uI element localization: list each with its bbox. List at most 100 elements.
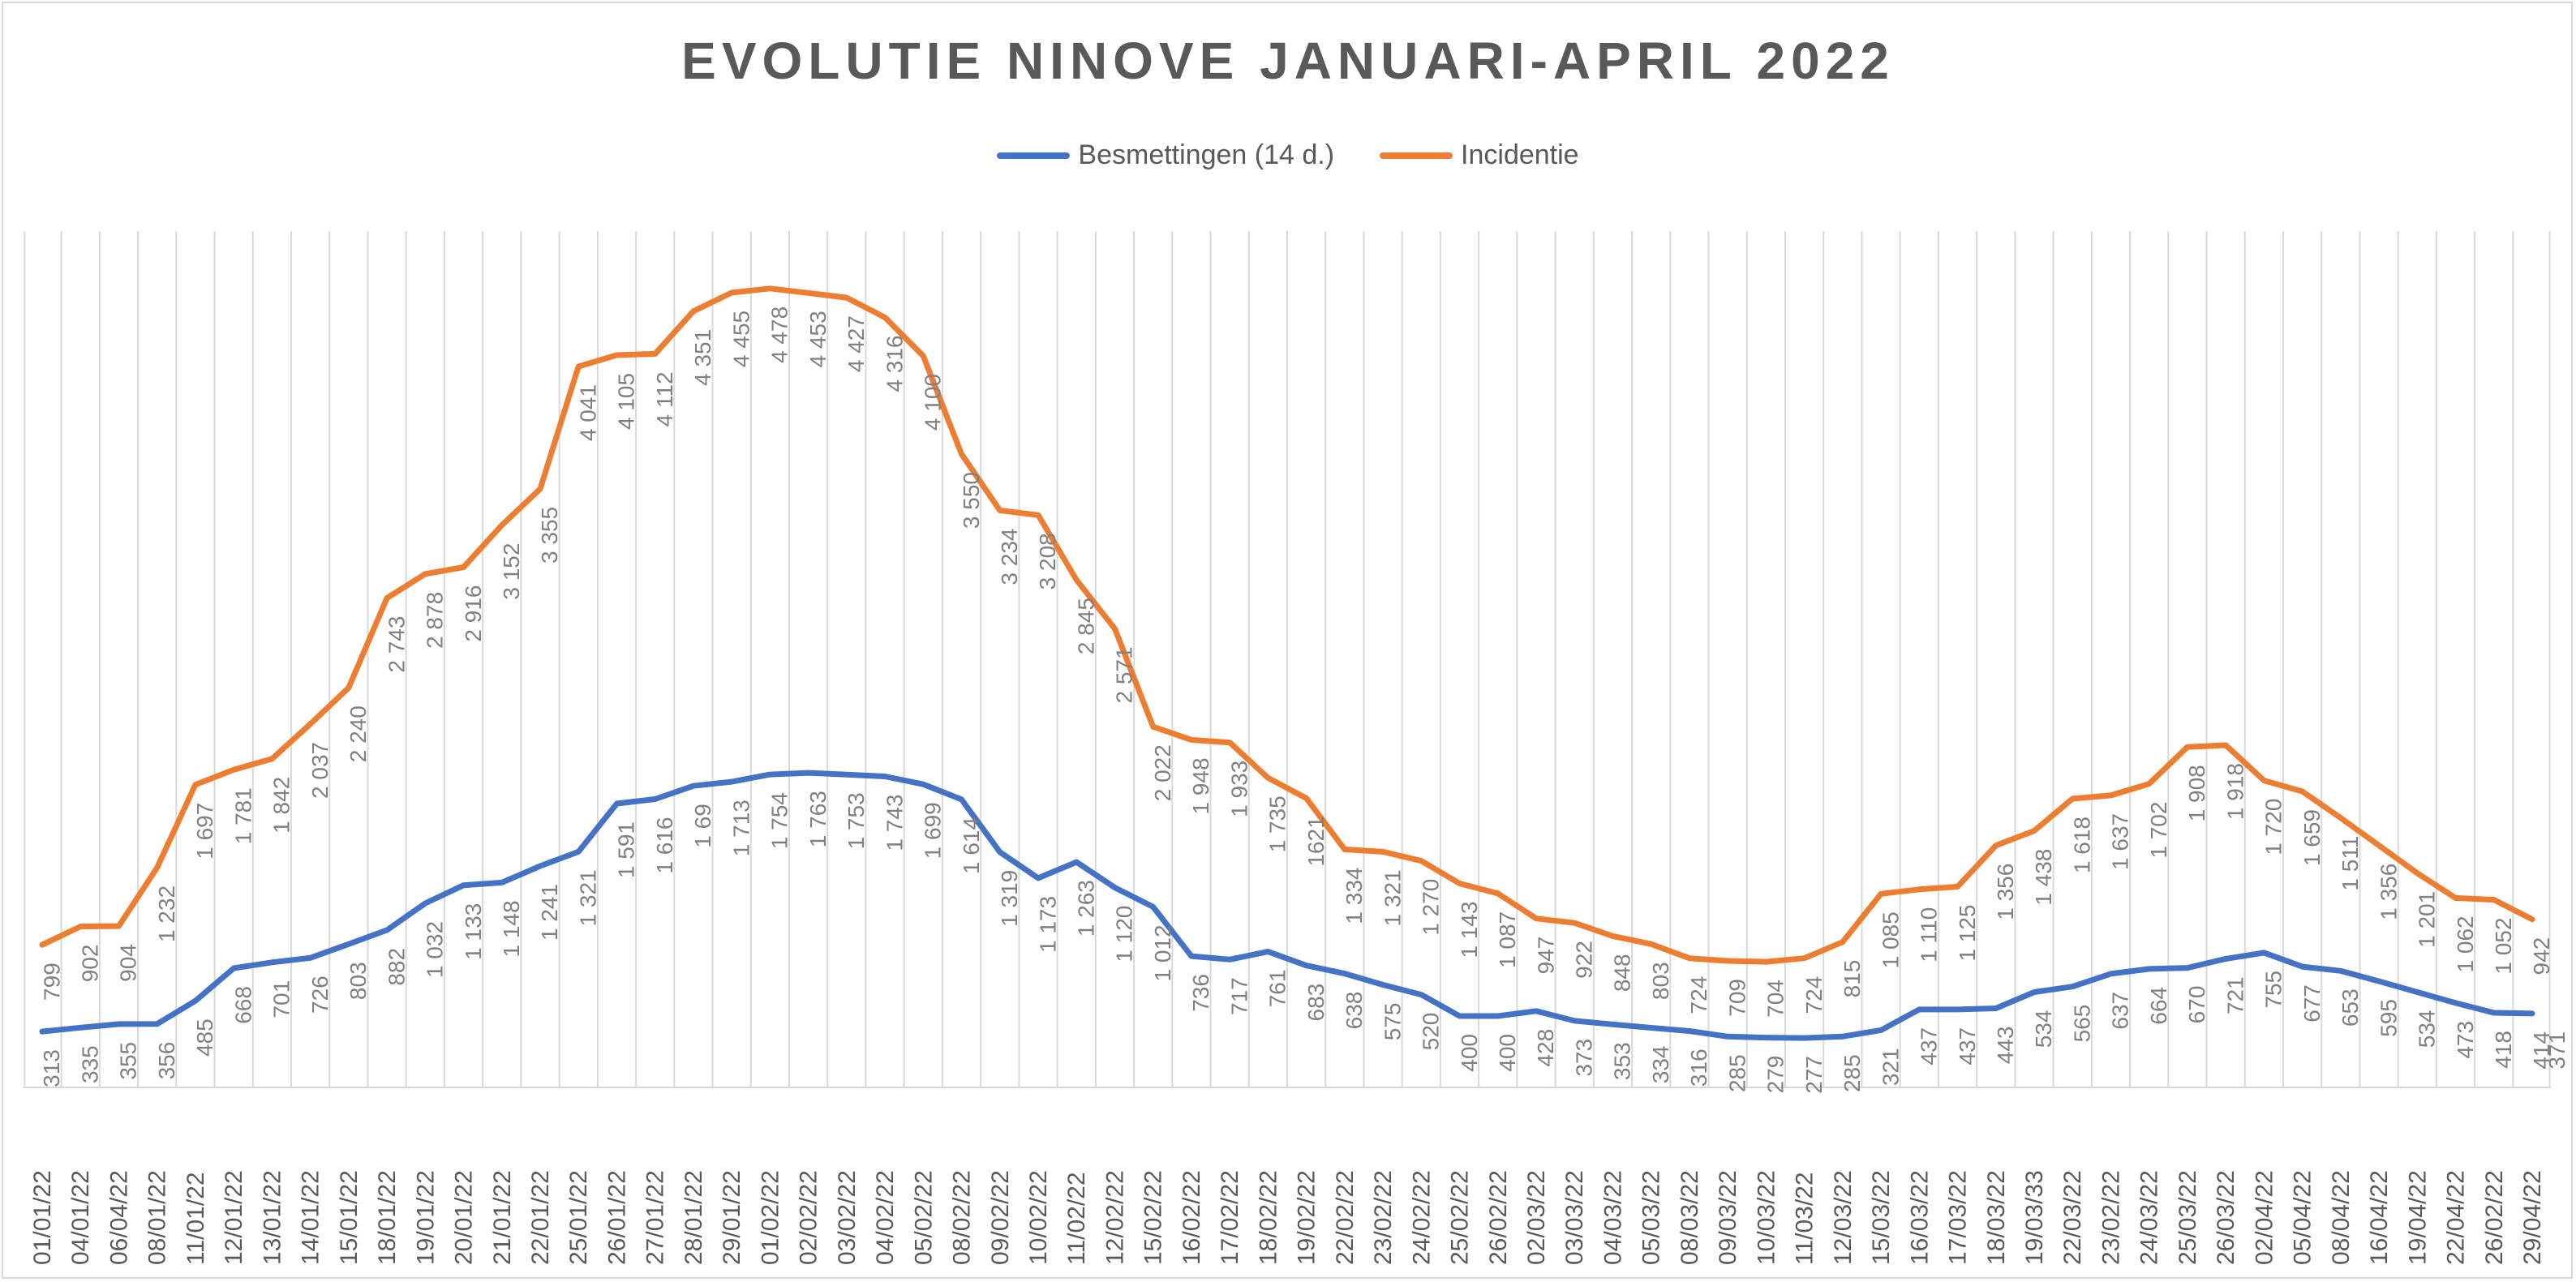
- data-label: 1 948: [1188, 757, 1213, 814]
- data-label: 1 713: [728, 800, 753, 856]
- x-tick-label: 19/03/33: [2021, 1170, 2048, 1265]
- x-tick-label: 03/03/22: [1561, 1170, 1588, 1265]
- x-tick-label: 23/02/22: [2097, 1170, 2124, 1265]
- data-label: 1 241: [537, 884, 562, 941]
- data-label: 2 022: [1150, 744, 1175, 801]
- x-tick-label: 28/01/22: [680, 1170, 707, 1265]
- data-label: 4 455: [728, 311, 753, 367]
- x-tick-label: 12/01/22: [221, 1170, 247, 1265]
- data-label: 400: [1495, 1034, 1520, 1072]
- x-tick-label: 25/01/22: [565, 1170, 592, 1265]
- x-tick-label: 01/02/22: [757, 1170, 784, 1265]
- x-tick-label: 24/03/22: [2136, 1170, 2163, 1265]
- data-label: 321: [1878, 1048, 1903, 1086]
- x-tick-label: 11/01/22: [182, 1172, 209, 1265]
- x-tick-label: 12/02/22: [1101, 1170, 1128, 1265]
- data-label: 4 351: [690, 329, 715, 386]
- legend-label-incidentie: Incidentie: [1461, 139, 1579, 170]
- data-label: 947: [1533, 937, 1558, 975]
- data-label: 334: [1648, 1046, 1673, 1084]
- data-label: 709: [1724, 979, 1750, 1017]
- x-tick-label: 16/04/22: [2366, 1170, 2393, 1265]
- x-tick-label: 26/02/22: [2481, 1170, 2508, 1265]
- x-tick-label: 15/03/22: [1868, 1170, 1895, 1265]
- x-tick-label: 09/03/22: [1715, 1170, 1741, 1265]
- x-tick-label: 05/04/22: [2290, 1170, 2316, 1265]
- x-tick-label: 13/01/22: [259, 1170, 286, 1265]
- x-tick-label: 11/02/22: [1063, 1172, 1090, 1265]
- data-label: 3 234: [997, 529, 1022, 585]
- data-label: 653: [2338, 988, 2363, 1027]
- data-label: 316: [1686, 1048, 1711, 1087]
- data-label: 1 173: [1035, 896, 1060, 953]
- x-tick-label: 06/04/22: [105, 1170, 132, 1265]
- data-label: 2 743: [384, 616, 409, 673]
- data-label: 1 319: [997, 870, 1022, 927]
- chart-legend: Besmettingen (14 d.) Incidentie: [0, 139, 2576, 171]
- data-labels-besmettingen: 313 335 355 356 485 668 701 726 803 882 1 032 1 133…: [39, 791, 2554, 1094]
- data-label: 799: [39, 963, 64, 1001]
- x-tick-label: 05/03/22: [1638, 1170, 1665, 1265]
- data-label: 664: [2146, 987, 2171, 1025]
- data-label: 2 916: [461, 585, 486, 641]
- data-label: 815: [1840, 960, 1865, 998]
- data-label: 595: [2376, 999, 2401, 1037]
- data-label: 1 438: [2031, 849, 2056, 906]
- data-label: 313: [39, 1049, 64, 1087]
- x-tick-label: 16/03/22: [1906, 1170, 1933, 1265]
- data-label: 1 321: [1380, 869, 1405, 926]
- x-tick-label: 04/02/22: [872, 1170, 899, 1265]
- data-label: 4 427: [844, 315, 869, 372]
- legend-label-besmettingen: Besmettingen (14 d.): [1078, 139, 1335, 170]
- x-tick-label: 08/04/22: [2328, 1170, 2355, 1265]
- data-label: 922: [1571, 941, 1596, 979]
- data-label: 1 120: [1112, 906, 1137, 963]
- x-tick-label: 26/03/22: [2213, 1170, 2239, 1265]
- data-label: 1 062: [2453, 915, 2478, 972]
- data-label: 683: [1303, 984, 1329, 1022]
- data-label: 1 753: [844, 792, 869, 849]
- legend-swatch-incidentie: [1380, 152, 1453, 159]
- x-tick-label: 08/03/22: [1677, 1170, 1703, 1265]
- data-label: 1621: [1303, 816, 1329, 866]
- data-label: 485: [192, 1018, 217, 1057]
- x-tick-label: 22/03/22: [2059, 1170, 2086, 1265]
- data-label: 1 842: [269, 777, 294, 834]
- x-tick-label: 25/02/22: [1447, 1170, 1474, 1265]
- x-tick-label: 26/01/22: [603, 1170, 630, 1265]
- x-tick-label: 21/01/22: [489, 1170, 516, 1265]
- x-tick-label: 17/03/22: [1945, 1170, 1972, 1265]
- data-label: 418: [2491, 1031, 2516, 1069]
- data-label: 1 591: [614, 821, 639, 878]
- data-label: 4 478: [767, 307, 792, 363]
- data-label: 437: [1955, 1027, 1980, 1065]
- data-label: 1 232: [154, 885, 179, 942]
- data-label: 677: [2299, 984, 2325, 1023]
- data-label: 1 699: [921, 802, 946, 859]
- data-label: 803: [346, 962, 371, 1000]
- x-tick-label: 19/01/22: [412, 1170, 439, 1265]
- data-label: 3 550: [959, 472, 984, 529]
- x-tick-label: 05/02/22: [910, 1170, 937, 1265]
- x-tick-label: 22/01/22: [527, 1170, 554, 1265]
- x-tick-label: 01/01/22: [29, 1170, 56, 1265]
- x-tick-label: 04/01/22: [67, 1170, 94, 1265]
- data-label: 335: [77, 1045, 102, 1083]
- data-label: 2 037: [307, 742, 333, 799]
- data-label: 355: [116, 1042, 141, 1080]
- series-line-besmettingen: [39, 770, 2535, 1041]
- data-label: 1 720: [2261, 799, 2286, 855]
- data-label: 4 105: [614, 373, 639, 430]
- x-tick-label: 19/02/22: [1294, 1170, 1320, 1265]
- data-label: 1 616: [652, 817, 677, 873]
- data-label: 575: [1380, 1003, 1405, 1041]
- x-tick-label: 18/01/22: [374, 1170, 401, 1265]
- data-label: 1 69: [690, 804, 715, 847]
- data-label: 1 012: [1150, 924, 1175, 981]
- data-label: 4 041: [575, 384, 600, 441]
- data-label: 638: [1342, 992, 1367, 1030]
- data-label: 1 321: [575, 869, 600, 926]
- data-label: 1 918: [2222, 763, 2248, 820]
- data-label: 1 263: [1073, 880, 1098, 937]
- data-label: 400: [1457, 1034, 1482, 1072]
